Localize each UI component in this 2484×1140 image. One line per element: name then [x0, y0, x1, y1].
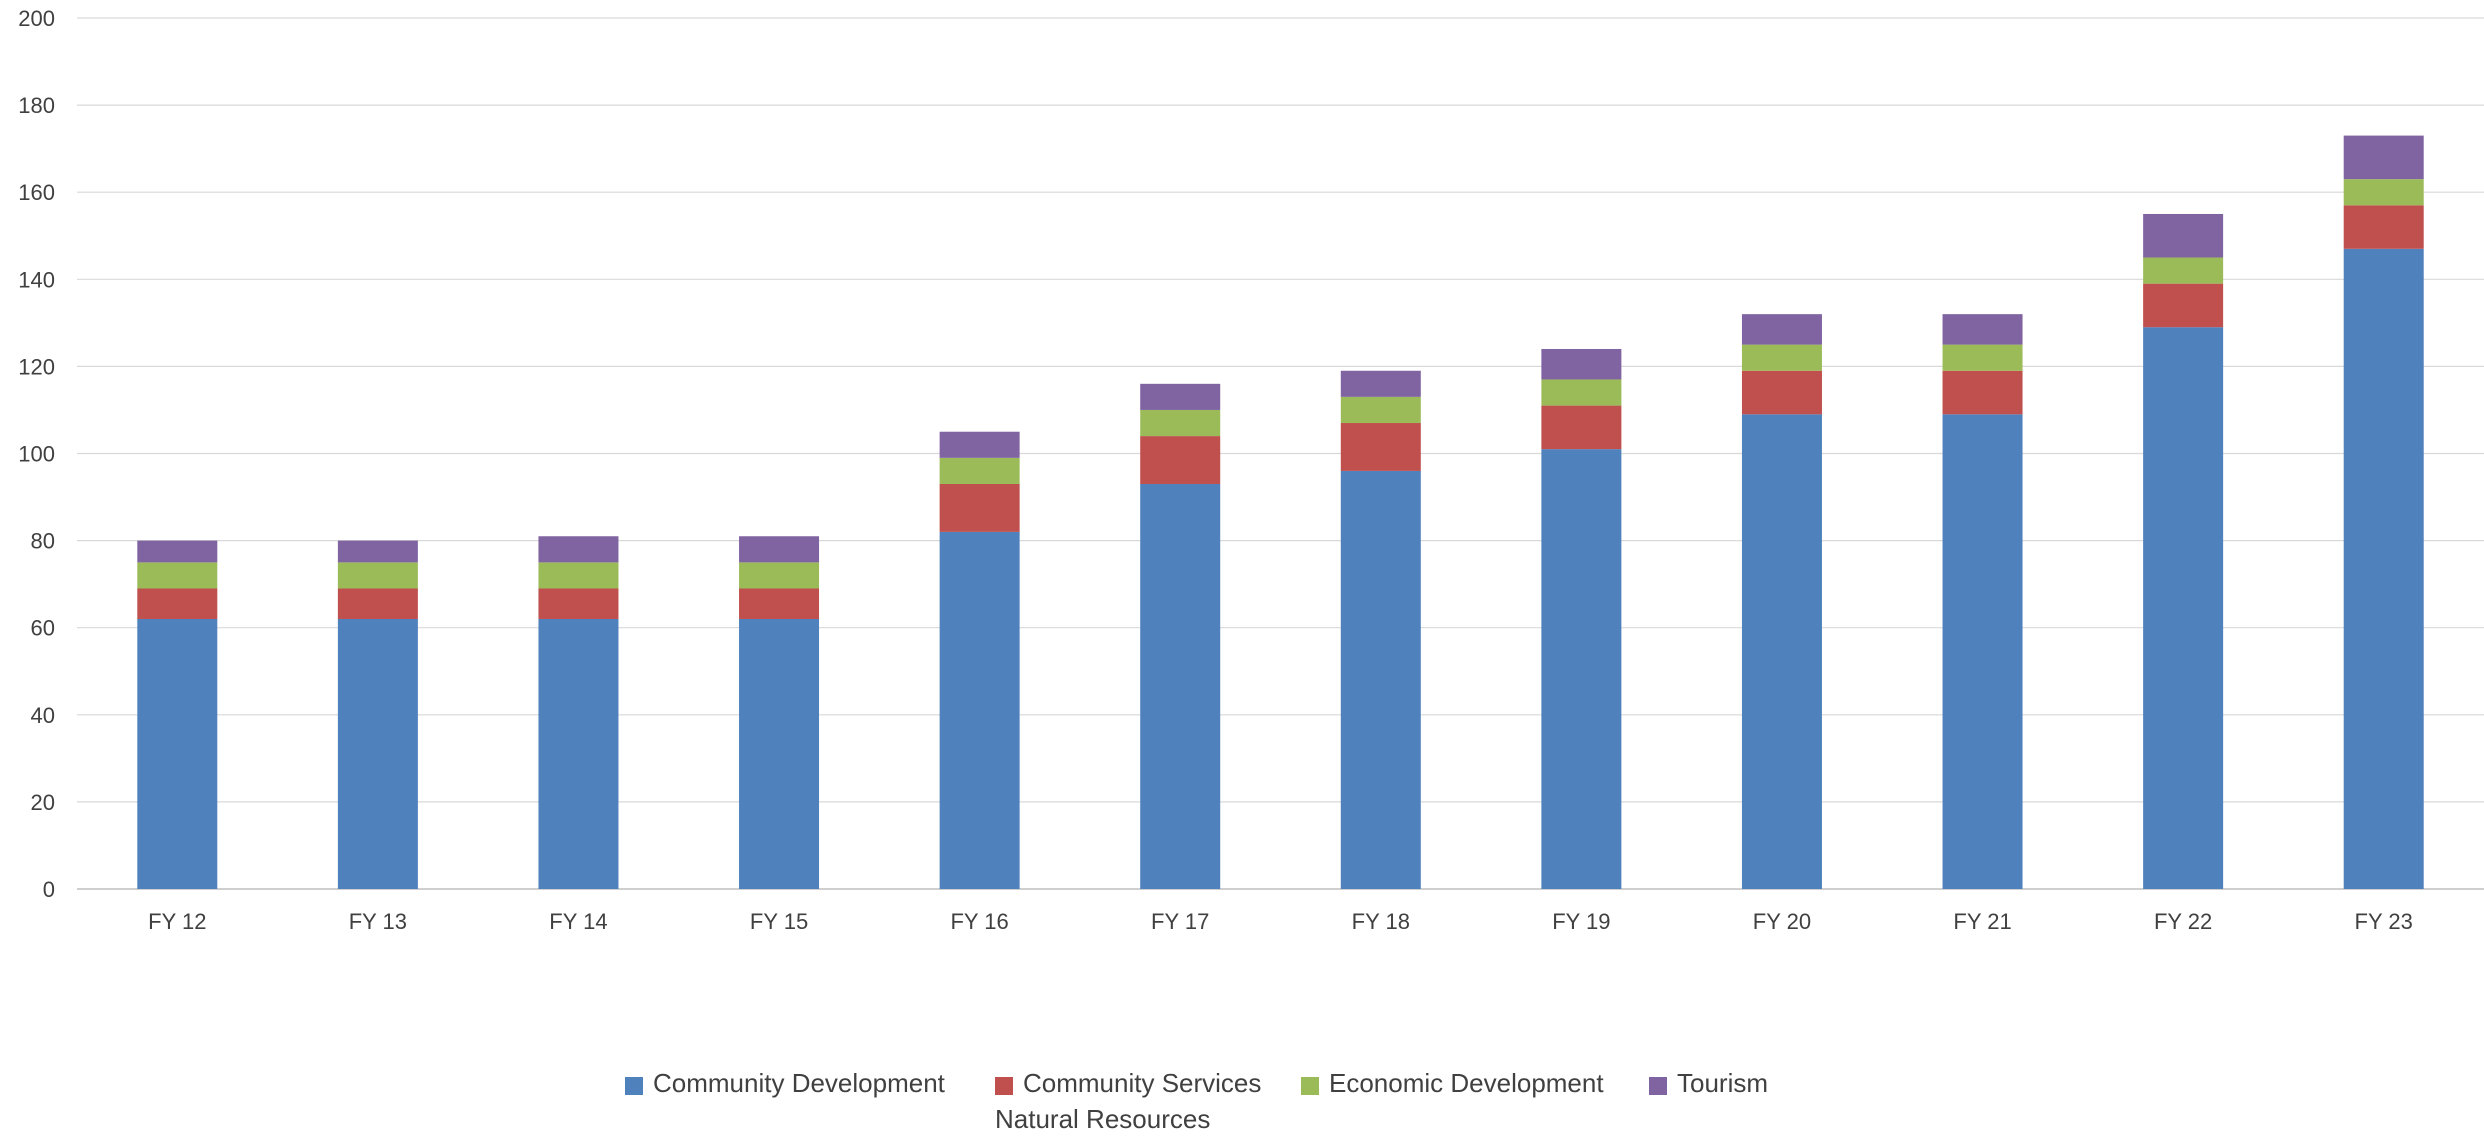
bar-segment-3-1	[538, 618, 619, 889]
legend-label-5: Natural Resources	[995, 1104, 1210, 1134]
bar-segment-2-2	[337, 588, 418, 619]
bar-segment-12-2	[2343, 205, 2424, 249]
bars	[137, 135, 2424, 890]
legend-label-1: Community Development	[653, 1068, 946, 1098]
bar-segment-1-1	[137, 618, 218, 889]
y-tick-label: 200	[18, 6, 55, 31]
bar-segment-8-1	[1541, 449, 1622, 889]
bar-segment-1-4	[137, 540, 218, 563]
legend-swatch-4	[1649, 1077, 1667, 1095]
bar-segment-6-1	[1140, 483, 1221, 889]
bar-segment-3-3	[538, 562, 619, 589]
bar-segment-2-4	[337, 540, 418, 563]
y-tick-label: 120	[18, 354, 55, 379]
y-tick-label: 180	[18, 93, 55, 118]
x-tick-label: FY 15	[750, 909, 808, 934]
bar-segment-6-3	[1140, 409, 1221, 437]
bar-segment-10-4	[1942, 314, 2023, 345]
bar-segment-8-2	[1541, 405, 1622, 450]
bar-segment-8-3	[1541, 379, 1622, 406]
y-tick-label: 100	[18, 442, 55, 467]
bar-segment-1-3	[137, 562, 218, 589]
y-tick-label: 40	[31, 703, 55, 728]
bar-segment-11-1	[2143, 327, 2224, 890]
bar-segment-10-2	[1942, 370, 2023, 415]
legend-swatch-3	[1301, 1077, 1319, 1095]
y-tick-label: 60	[31, 616, 55, 641]
x-tick-label: FY 12	[148, 909, 206, 934]
x-tick-label: FY 18	[1352, 909, 1410, 934]
y-tick-label: 140	[18, 267, 55, 292]
y-tick-label: 80	[31, 529, 55, 554]
legend-label-3: Economic Development	[1329, 1068, 1604, 1098]
y-tick-label: 20	[31, 790, 55, 815]
bar-segment-6-4	[1140, 383, 1221, 410]
y-tick-label: 0	[43, 877, 55, 902]
bar-segment-11-3	[2143, 257, 2224, 284]
bar-segment-10-1	[1942, 414, 2023, 889]
bar-segment-4-3	[739, 562, 820, 589]
bar-segment-4-2	[739, 588, 820, 619]
bar-segment-5-3	[939, 457, 1020, 484]
bar-segment-3-2	[538, 588, 619, 619]
legend-label-2: Community Services	[1023, 1068, 1261, 1098]
bar-segment-4-1	[739, 618, 820, 889]
gridlines	[77, 17, 2484, 890]
bar-segment-7-1	[1340, 470, 1421, 889]
x-tick-label: FY 13	[349, 909, 407, 934]
bar-segment-5-1	[939, 531, 1020, 889]
legend-swatch-2	[995, 1077, 1013, 1095]
bar-segment-10-3	[1942, 344, 2023, 371]
x-tick-label: FY 16	[950, 909, 1008, 934]
bar-segment-9-3	[1741, 344, 1822, 371]
bar-segment-1-2	[137, 588, 218, 619]
bar-segment-12-1	[2343, 248, 2424, 889]
bar-segment-4-4	[739, 536, 820, 563]
bar-segment-3-4	[538, 536, 619, 563]
legend-label-4: Tourism	[1677, 1068, 1768, 1098]
bar-segment-2-1	[337, 618, 418, 889]
x-tick-label: FY 14	[549, 909, 607, 934]
bar-segment-7-4	[1340, 370, 1421, 397]
x-tick-label: FY 19	[1552, 909, 1610, 934]
bar-segment-9-2	[1741, 370, 1822, 415]
bar-segment-7-2	[1340, 423, 1421, 471]
y-tick-label: 160	[18, 180, 55, 205]
x-tick-label: FY 23	[2355, 909, 2413, 934]
bar-segment-5-2	[939, 483, 1020, 532]
bar-segment-12-3	[2343, 179, 2424, 206]
bar-segment-7-3	[1340, 396, 1421, 424]
bar-segment-2-3	[337, 562, 418, 589]
legend: Community Development Community Services E…	[625, 1068, 1768, 1134]
bar-segment-5-4	[939, 431, 1020, 458]
bar-segment-8-4	[1541, 348, 1622, 380]
axes: 0 20 40 60 80 100 120 140 160 180 200 FY 12 FY 13 FY …	[18, 6, 2413, 934]
bar-segment-6-2	[1140, 436, 1221, 484]
x-tick-label: FY 21	[1953, 909, 2011, 934]
bar-segment-9-4	[1741, 314, 1822, 345]
bar-segment-12-4	[2343, 135, 2424, 180]
x-tick-label: FY 17	[1151, 909, 1209, 934]
bar-segment-11-2	[2143, 283, 2224, 328]
bar-segment-9-1	[1741, 414, 1822, 889]
bar-segment-11-4	[2143, 213, 2224, 258]
x-tick-label: FY 20	[1753, 909, 1811, 934]
legend-swatch-1	[625, 1077, 643, 1095]
x-tick-label: FY 22	[2154, 909, 2212, 934]
